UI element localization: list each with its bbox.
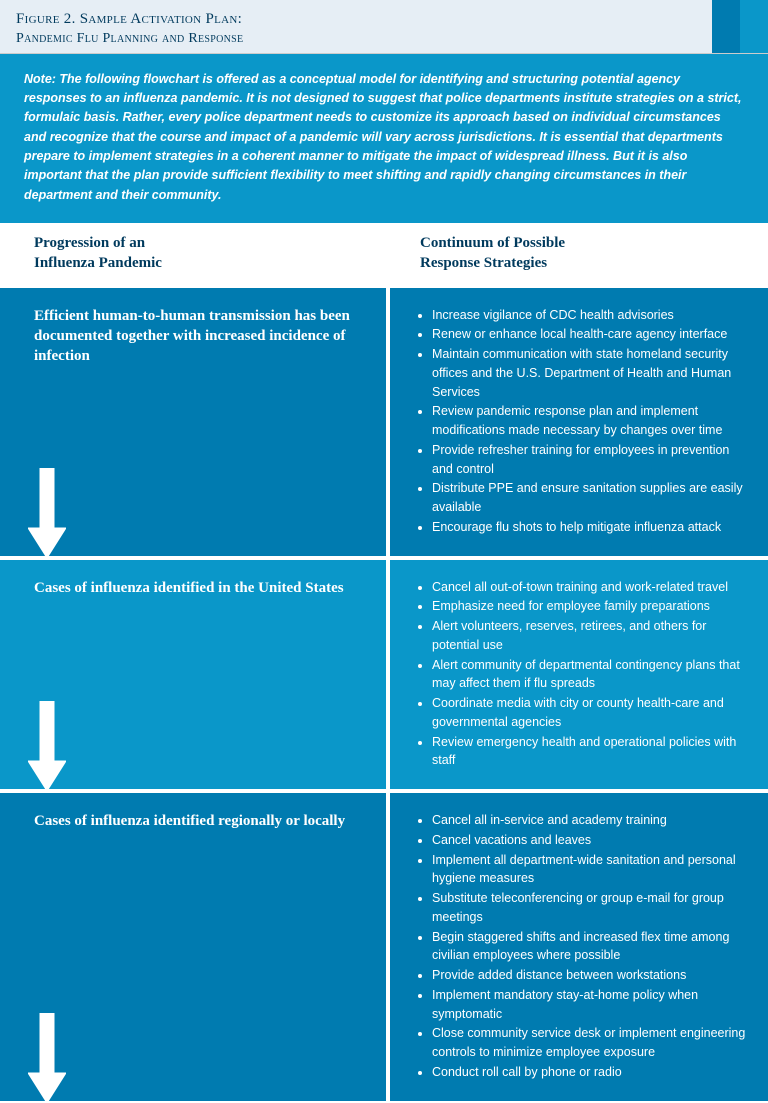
strategy-item: Review emergency health and operational … <box>432 733 750 771</box>
down-arrow-icon <box>28 1013 66 1103</box>
stage-title: Efficient human-to-human transmission ha… <box>34 306 368 367</box>
strategy-item: Provide refresher training for employees… <box>432 441 750 479</box>
strategy-item: Begin staggered shifts and increased fle… <box>432 928 750 966</box>
strategy-item: Distribute PPE and ensure sanitation sup… <box>432 479 750 517</box>
stage-row: Cases of influenza identified regionally… <box>0 793 768 1101</box>
strategy-item: Alert volunteers, reserves, retirees, an… <box>432 617 750 655</box>
strategy-item: Review pandemic response plan and implem… <box>432 402 750 440</box>
strategy-item: Close community service desk or implemen… <box>432 1024 750 1062</box>
column-headers: Progression of anInfluenza Pandemic Cont… <box>0 223 768 284</box>
stage-title: Cases of influenza identified regionally… <box>34 811 368 831</box>
figure-subtitle: Pandemic Flu Planning and Response <box>16 31 752 47</box>
strategy-item: Provide added distance between workstati… <box>432 966 750 985</box>
strategy-item: Encourage flu shots to help mitigate inf… <box>432 518 750 537</box>
figure-header: Figure 2. Sample Activation Plan: Pandem… <box>0 0 768 54</box>
strategy-item: Substitute teleconferencing or group e-m… <box>432 889 750 927</box>
column-header-right: Continuum of PossibleResponse Strategies <box>386 223 768 284</box>
header-tab <box>712 0 740 53</box>
strategy-item: Increase vigilance of CDC health advisor… <box>432 306 750 325</box>
strategies-cell: Cancel all out-of-town training and work… <box>390 560 768 790</box>
strategy-item: Implement mandatory stay-at-home policy … <box>432 986 750 1024</box>
note-text: Note: The following flowchart is offered… <box>24 72 742 202</box>
strategy-item: Renew or enhance local health-care agenc… <box>432 325 750 344</box>
note-box: Note: The following flowchart is offered… <box>0 54 768 224</box>
column-header-right-text: Continuum of PossibleResponse Strategies <box>420 235 565 271</box>
strategy-item: Cancel vacations and leaves <box>432 831 750 850</box>
strategies-list: Increase vigilance of CDC health advisor… <box>416 306 750 537</box>
rows-container: Efficient human-to-human transmission ha… <box>0 288 768 1101</box>
stage-row: Efficient human-to-human transmission ha… <box>0 288 768 556</box>
strategy-item: Emphasize need for employee family prepa… <box>432 597 750 616</box>
strategies-cell: Increase vigilance of CDC health advisor… <box>390 288 768 556</box>
stage-cell: Cases of influenza identified regionally… <box>0 793 386 1101</box>
figure-title: Figure 2. Sample Activation Plan: <box>16 8 752 31</box>
strategies-list: Cancel all out-of-town training and work… <box>416 578 750 771</box>
down-arrow-icon <box>28 701 66 791</box>
stage-cell: Cases of influenza identified in the Uni… <box>0 560 386 790</box>
strategy-item: Cancel all out-of-town training and work… <box>432 578 750 597</box>
column-header-left-text: Progression of anInfluenza Pandemic <box>34 235 162 271</box>
strategy-item: Implement all department-wide sanitation… <box>432 851 750 889</box>
strategy-item: Maintain communication with state homela… <box>432 345 750 401</box>
strategy-item: Cancel all in-service and academy traini… <box>432 811 750 830</box>
header-accent-tabs <box>712 0 768 53</box>
strategy-item: Coordinate media with city or county hea… <box>432 694 750 732</box>
strategies-cell: Cancel all in-service and academy traini… <box>390 793 768 1101</box>
strategies-list: Cancel all in-service and academy traini… <box>416 811 750 1082</box>
down-arrow-icon <box>28 468 66 558</box>
stage-title: Cases of influenza identified in the Uni… <box>34 578 368 598</box>
header-tab <box>740 0 768 53</box>
stage-cell: Efficient human-to-human transmission ha… <box>0 288 386 556</box>
stage-row: Cases of influenza identified in the Uni… <box>0 560 768 790</box>
column-header-left: Progression of anInfluenza Pandemic <box>0 223 382 284</box>
strategy-item: Conduct roll call by phone or radio <box>432 1063 750 1082</box>
strategy-item: Alert community of departmental continge… <box>432 656 750 694</box>
